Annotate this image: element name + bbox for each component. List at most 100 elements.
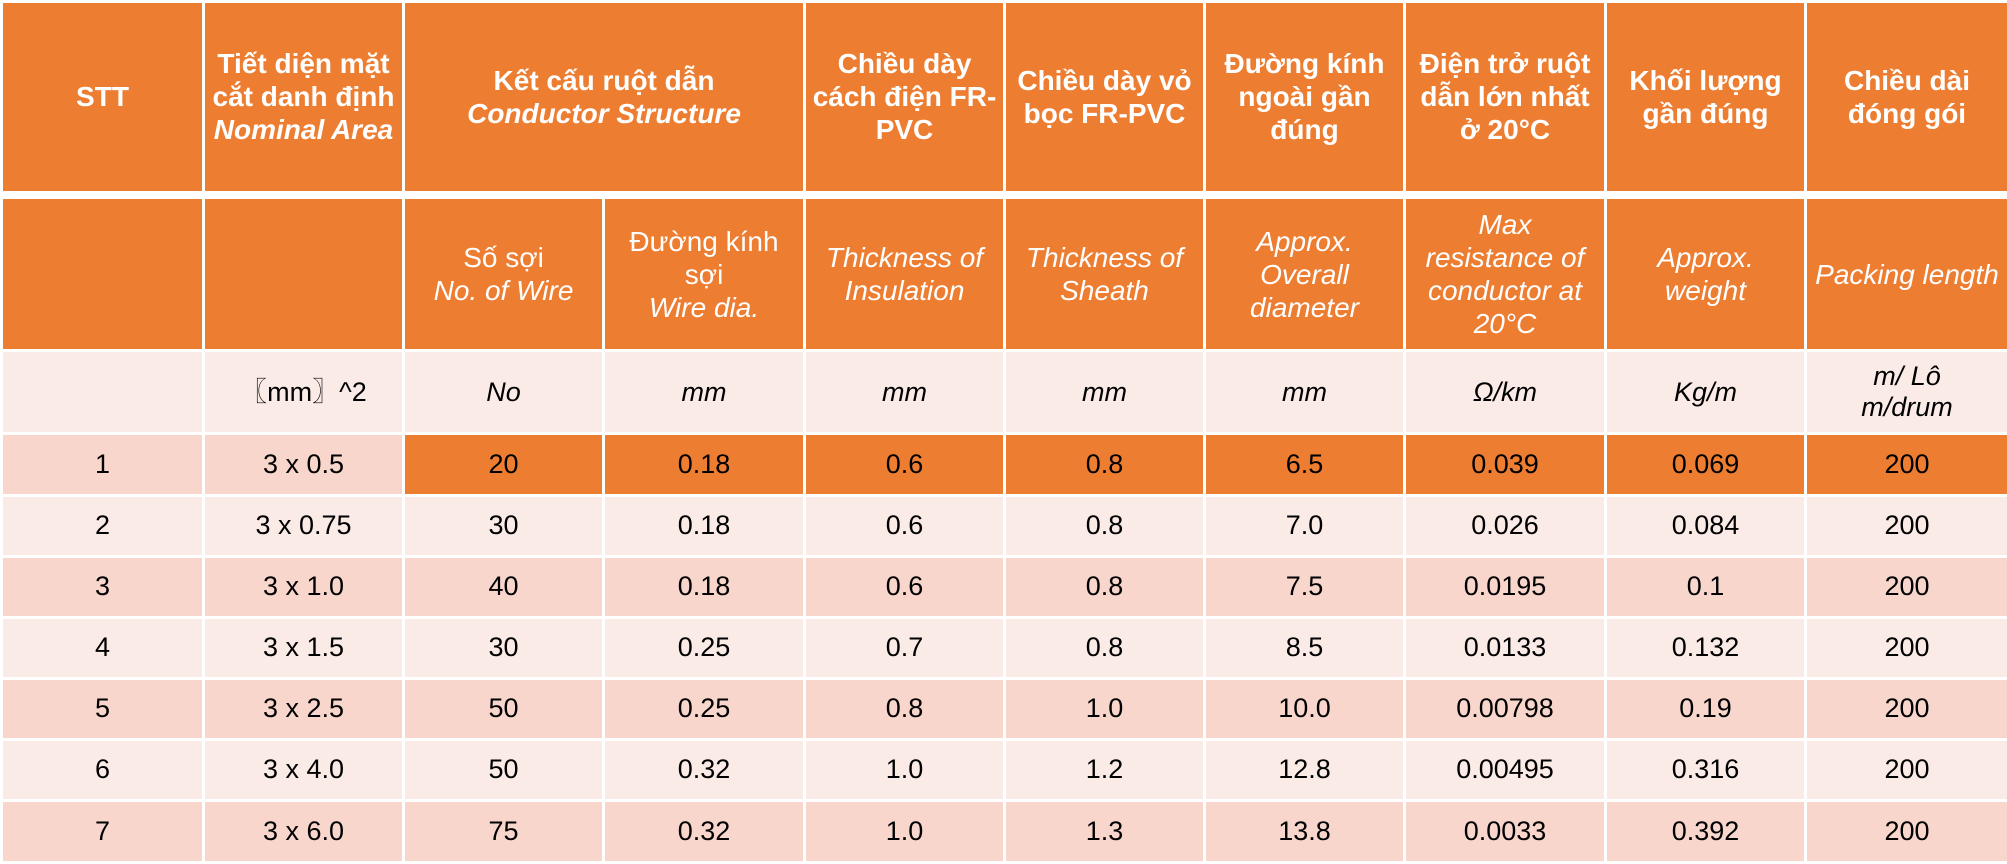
cell-packing-length: 200	[1804, 798, 2007, 864]
cell-weight: 0.1	[1604, 554, 1807, 619]
cell-area: 3 x 1.0	[202, 554, 405, 619]
cell-stt: 4	[0, 615, 205, 680]
header-structure-vi: Kết cấu ruột dẫn	[493, 64, 715, 96]
subheader-overall-diameter: Approx. Overall diameter	[1203, 193, 1406, 353]
table-row: 1 3 x 0.5 20 0.18 0.6 0.8 6.5 0.039 0.06…	[0, 432, 2007, 497]
subheader-insulation: Thickness of Insulation	[803, 193, 1006, 353]
cell-wire-count: 40	[402, 554, 605, 619]
cell-resistance: 0.00495	[1403, 737, 1607, 802]
cell-wire-count: 75	[402, 798, 605, 864]
subheader-resistance: Max resistance of conductor at 20°C	[1403, 193, 1607, 353]
cell-sheath: 0.8	[1003, 493, 1206, 558]
cell-area: 3 x 1.5	[202, 615, 405, 680]
unit-sheath: mm	[1003, 349, 1206, 436]
subheader-wire-diameter-vi: Đường kính sợi	[629, 225, 779, 290]
cell-wire-diameter: 0.25	[602, 615, 806, 680]
header-weight: Khối lượng gần đúng	[1604, 0, 1807, 199]
cell-sheath: 1.2	[1003, 737, 1206, 802]
header-area-vi: Tiết diện mặt cắt danh định	[212, 48, 395, 113]
subheader-empty-area	[202, 193, 405, 353]
cell-area: 3 x 6.0	[202, 798, 405, 864]
header-overall-diameter: Đường kính ngoài gần đúng	[1203, 0, 1406, 199]
cell-resistance: 0.0133	[1403, 615, 1607, 680]
unit-area: 〖mm〗^2	[202, 349, 405, 436]
cell-packing-length: 200	[1804, 676, 2007, 741]
cell-wire-count: 50	[402, 676, 605, 741]
cell-weight: 0.069	[1604, 432, 1807, 497]
subheader-sheath: Thickness of Sheath	[1003, 193, 1206, 353]
cell-wire-diameter: 0.18	[602, 432, 806, 497]
header-structure-en: Conductor Structure	[467, 97, 741, 129]
cell-resistance: 0.026	[1403, 493, 1607, 558]
cell-wire-count: 30	[402, 493, 605, 558]
unit-insulation: mm	[803, 349, 1006, 436]
subheader-wire-count-vi: Số sợi	[463, 242, 544, 274]
cell-insulation: 0.8	[803, 676, 1006, 741]
subheader-weight: Approx. weight	[1604, 193, 1807, 353]
subheader-wire-count-en: No. of Wire	[433, 275, 574, 307]
cell-weight: 0.132	[1604, 615, 1807, 680]
cell-insulation: 0.6	[803, 493, 1006, 558]
header-area-en: Nominal Area	[213, 114, 394, 146]
subheader-wire-count: Số sợi No. of Wire	[402, 193, 605, 353]
unit-wire-diameter: mm	[602, 349, 806, 436]
table-row: 4 3 x 1.5 30 0.25 0.7 0.8 8.5 0.0133 0.1…	[0, 615, 2007, 680]
cell-area: 3 x 2.5	[202, 676, 405, 741]
table-row: 3 3 x 1.0 40 0.18 0.6 0.8 7.5 0.0195 0.1…	[0, 554, 2007, 619]
cell-insulation: 1.0	[803, 798, 1006, 864]
cell-area: 3 x 4.0	[202, 737, 405, 802]
cell-resistance: 0.039	[1403, 432, 1607, 497]
cell-resistance: 0.0195	[1403, 554, 1607, 619]
cell-wire-diameter: 0.32	[602, 798, 806, 864]
cell-wire-count: 30	[402, 615, 605, 680]
header-insulation: Chiều dày cách điện FR-PVC	[803, 0, 1006, 199]
cell-sheath: 0.8	[1003, 554, 1206, 619]
table-row: 6 3 x 4.0 50 0.32 1.0 1.2 12.8 0.00495 0…	[0, 737, 2007, 802]
cell-wire-diameter: 0.32	[602, 737, 806, 802]
subheader-wire-diameter-en: Wire dia.	[648, 291, 760, 323]
cell-sheath: 1.3	[1003, 798, 1206, 864]
cell-stt: 1	[0, 432, 205, 497]
cell-sheath: 1.0	[1003, 676, 1206, 741]
cell-insulation: 0.6	[803, 554, 1006, 619]
units-row: 〖mm〗^2 No mm mm mm mm Ω/km Kg/m m/ Lô m/…	[0, 349, 2007, 436]
cell-resistance: 0.0033	[1403, 798, 1607, 864]
cell-overall-diameter: 6.5	[1203, 432, 1406, 497]
cell-insulation: 0.6	[803, 432, 1006, 497]
cell-wire-count: 20	[402, 432, 605, 497]
cell-wire-diameter: 0.25	[602, 676, 806, 741]
cell-sheath: 0.8	[1003, 615, 1206, 680]
cell-area: 3 x 0.5	[202, 432, 405, 497]
cell-area: 3 x 0.75	[202, 493, 405, 558]
header-sheath: Chiều dày vỏ bọc FR-PVC	[1003, 0, 1206, 199]
cell-stt: 6	[0, 737, 205, 802]
cell-stt: 5	[0, 676, 205, 741]
cell-overall-diameter: 10.0	[1203, 676, 1406, 741]
cell-resistance: 0.00798	[1403, 676, 1607, 741]
unit-overall-diameter: mm	[1203, 349, 1406, 436]
cell-insulation: 1.0	[803, 737, 1006, 802]
cell-stt: 2	[0, 493, 205, 558]
cell-stt: 3	[0, 554, 205, 619]
cell-packing-length: 200	[1804, 493, 2007, 558]
cell-wire-diameter: 0.18	[602, 554, 806, 619]
cell-weight: 0.084	[1604, 493, 1807, 558]
unit-packing-lot: m/ Lô	[1873, 360, 1941, 391]
cell-overall-diameter: 13.8	[1203, 798, 1406, 864]
header-row: STT Tiết diện mặt cắt danh định Nominal …	[0, 0, 2007, 199]
header-packing-length: Chiều dài đóng gói	[1804, 0, 2007, 199]
cell-packing-length: 200	[1804, 615, 2007, 680]
table-row: 7 3 x 6.0 75 0.32 1.0 1.3 13.8 0.0033 0.…	[0, 798, 2007, 864]
unit-packing-drum: m/drum	[1861, 392, 1953, 423]
cell-overall-diameter: 7.5	[1203, 554, 1406, 619]
header-nominal-area: Tiết diện mặt cắt danh định Nominal Area	[202, 0, 405, 199]
unit-resistance: Ω/km	[1403, 349, 1607, 436]
cell-insulation: 0.7	[803, 615, 1006, 680]
cell-overall-diameter: 12.8	[1203, 737, 1406, 802]
cell-packing-length: 200	[1804, 554, 2007, 619]
cell-packing-length: 200	[1804, 737, 2007, 802]
cell-packing-length: 200	[1804, 432, 2007, 497]
table-row: 5 3 x 2.5 50 0.25 0.8 1.0 10.0 0.00798 0…	[0, 676, 2007, 741]
cell-overall-diameter: 8.5	[1203, 615, 1406, 680]
